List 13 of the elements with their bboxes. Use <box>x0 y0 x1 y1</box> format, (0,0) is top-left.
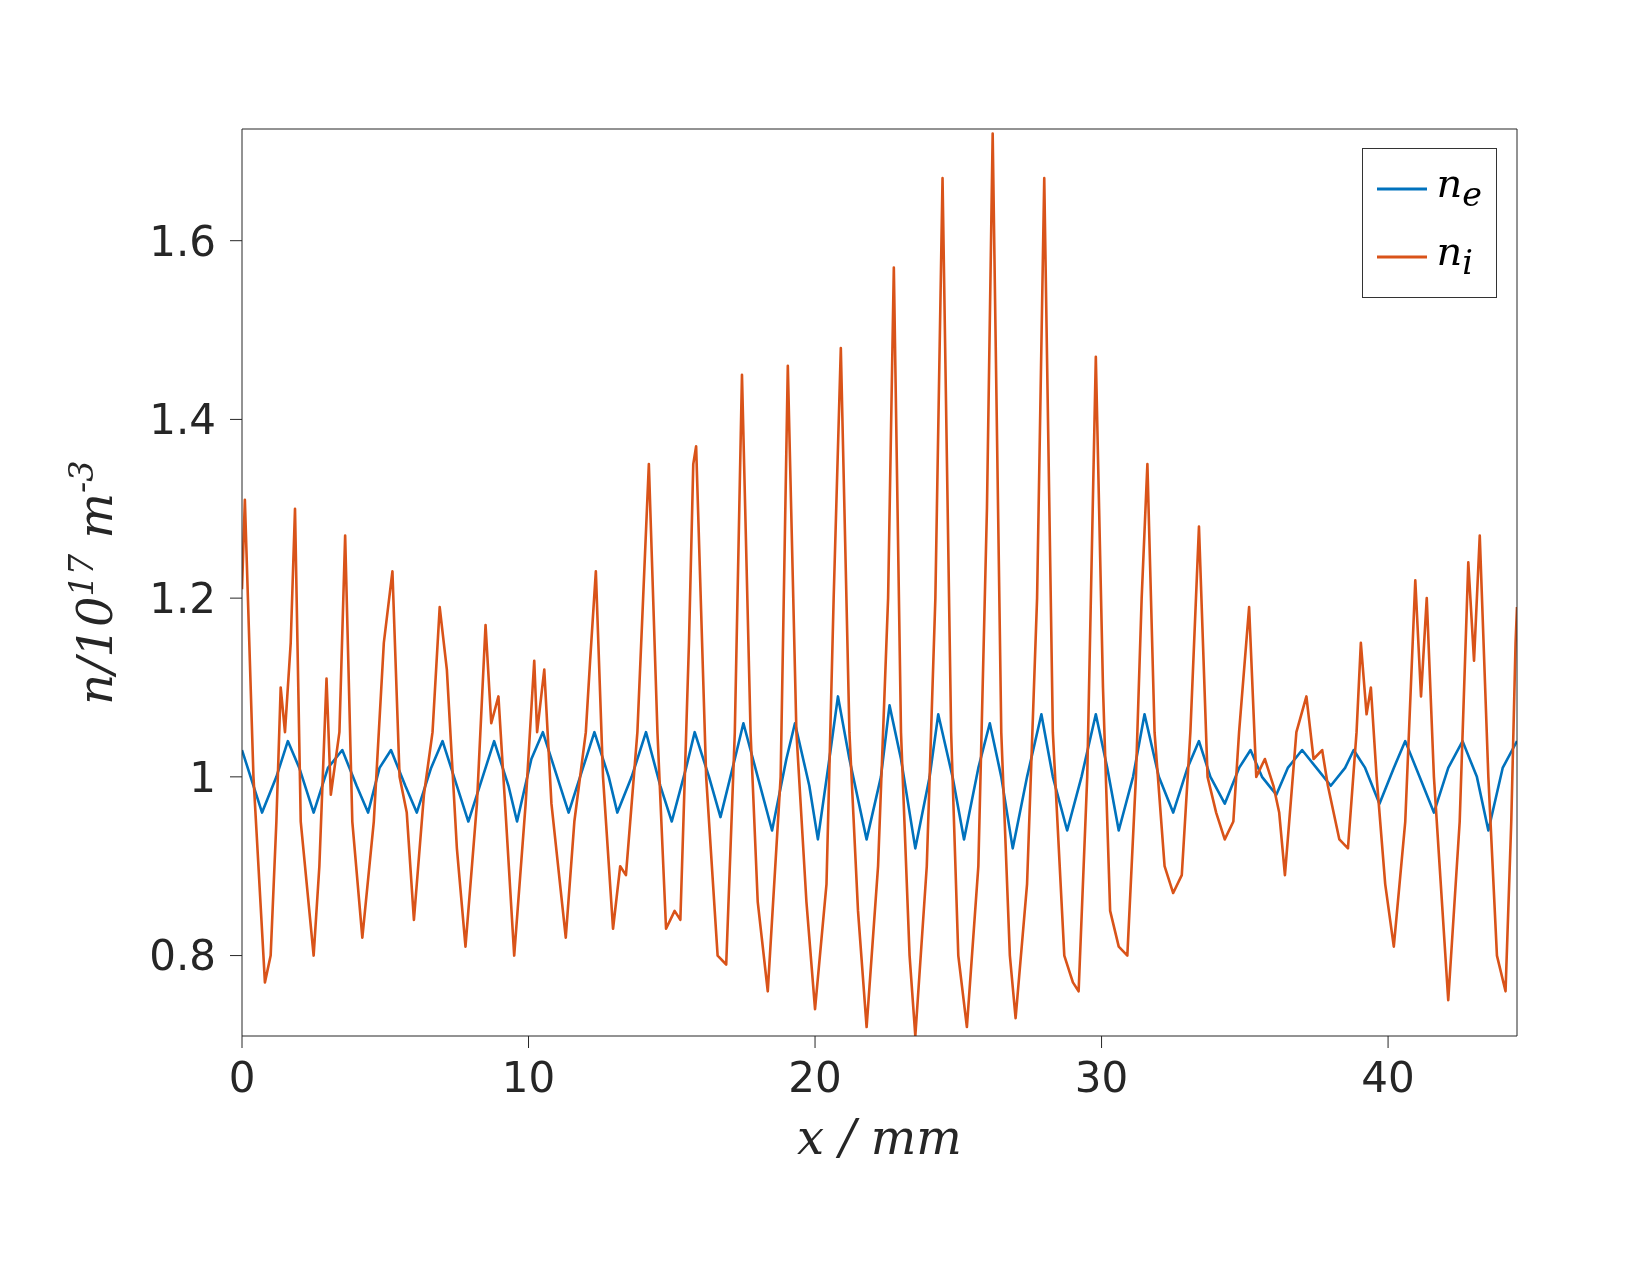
x-tick-label: 20 <box>788 1052 842 1102</box>
y-tick-label: 0.8 <box>149 931 216 981</box>
x-axis-title: x / mm <box>797 1109 962 1165</box>
x-tick-label: 40 <box>1361 1052 1415 1102</box>
y-tick-label: 1.6 <box>149 216 216 266</box>
legend-label: n$_{i}$ <box>1436 228 1473 282</box>
y-tick-label: 1.4 <box>149 395 216 445</box>
legend-label: n$_{e}$ <box>1436 160 1482 214</box>
x-tick-label: 10 <box>501 1052 556 1102</box>
y-tick-label: 1.2 <box>149 574 216 624</box>
x-tick-label: 0 <box>228 1052 256 1102</box>
y-tick-label: 1 <box>189 752 216 802</box>
x-tick-label: 30 <box>1074 1052 1129 1102</box>
